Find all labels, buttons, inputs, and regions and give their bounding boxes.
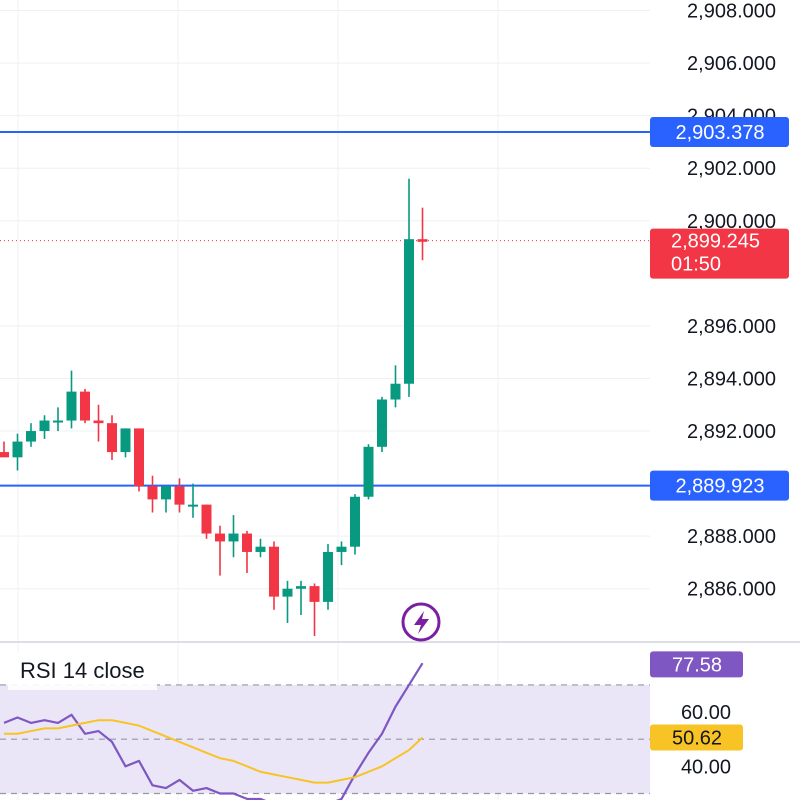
candle-body-up: [161, 486, 171, 500]
level-label-box: [650, 116, 789, 147]
price-tick-label: 2,894.000: [687, 368, 776, 390]
candle-body-down: [174, 486, 185, 505]
candle-body-up: [188, 504, 198, 507]
rsi-value-text: 77.58: [672, 654, 722, 676]
last-price-text: 2,899.245: [671, 231, 760, 253]
candle-body-up: [404, 239, 414, 384]
candle-body-up: [336, 546, 347, 552]
price-tick-label: 2,902.000: [687, 158, 776, 180]
level-label-text: 2,903.378: [676, 122, 765, 144]
candle-body-up: [66, 391, 77, 421]
price-tick-label: 2,892.000: [687, 421, 776, 443]
candle-body-down: [147, 486, 158, 500]
rsi-tick-label: 40.00: [681, 756, 731, 778]
candle-body-down: [0, 452, 9, 458]
level-label-text: 2,889.923: [676, 476, 765, 498]
candle-body-up: [12, 441, 23, 458]
candle-body-up: [390, 383, 401, 400]
candle-body-down: [242, 533, 252, 552]
axis-layer: 2,908.0002,906.0002,904.0002,902.0002,90…: [681, 1, 776, 779]
candle-body-up: [53, 420, 63, 423]
rsi-ma-line: [4, 719, 424, 784]
candle-body-down: [107, 423, 117, 453]
candle-body-down: [269, 546, 279, 597]
ma-value-box: [650, 724, 743, 751]
candle-body-down: [215, 533, 225, 542]
price-tick-label: 2,906.000: [687, 53, 776, 75]
candle-body-down: [134, 428, 144, 487]
candle-body-up: [323, 551, 333, 602]
candle-body-down: [80, 391, 90, 421]
price-tick-label: 2,908.000: [687, 1, 776, 23]
candle-body-up: [350, 496, 360, 547]
rsi-title: RSI 14 close: [8, 652, 157, 690]
rsi-value-box: [650, 651, 743, 678]
candle-body-down: [417, 239, 428, 242]
level-label-box: [650, 470, 789, 501]
candle-body-down: [309, 586, 320, 602]
candle-body-up: [26, 431, 36, 442]
candle-body-up: [39, 420, 50, 432]
candle-body-up: [255, 546, 266, 552]
candle-body-up: [120, 428, 131, 453]
rsi-tick-label: 60.00: [681, 702, 731, 724]
countdown-text: 01:50: [671, 254, 721, 276]
ma-value-text: 50.62: [672, 728, 722, 750]
candle-body-up: [228, 533, 239, 542]
candle-body-up: [296, 586, 306, 589]
lightning-icon[interactable]: [401, 602, 441, 642]
last-price-box: [650, 228, 789, 279]
candle-body-up: [282, 588, 293, 597]
price-tick-label: 2,888.000: [687, 526, 776, 548]
price-tick-label: 2,896.000: [687, 316, 776, 338]
candle-body-up: [363, 446, 374, 497]
price-tick-label: 2,886.000: [687, 579, 776, 601]
candle-body-down: [93, 420, 104, 424]
candle-body-up: [377, 399, 387, 447]
price-tick-label: 2,900.000: [687, 211, 776, 233]
candle-body-down: [201, 504, 212, 534]
rsi-band-layer: [0, 684, 650, 795]
rsi-layer: [3, 662, 424, 805]
candle-layer: [0, 178, 428, 637]
hline-layer: [0, 130, 650, 487]
